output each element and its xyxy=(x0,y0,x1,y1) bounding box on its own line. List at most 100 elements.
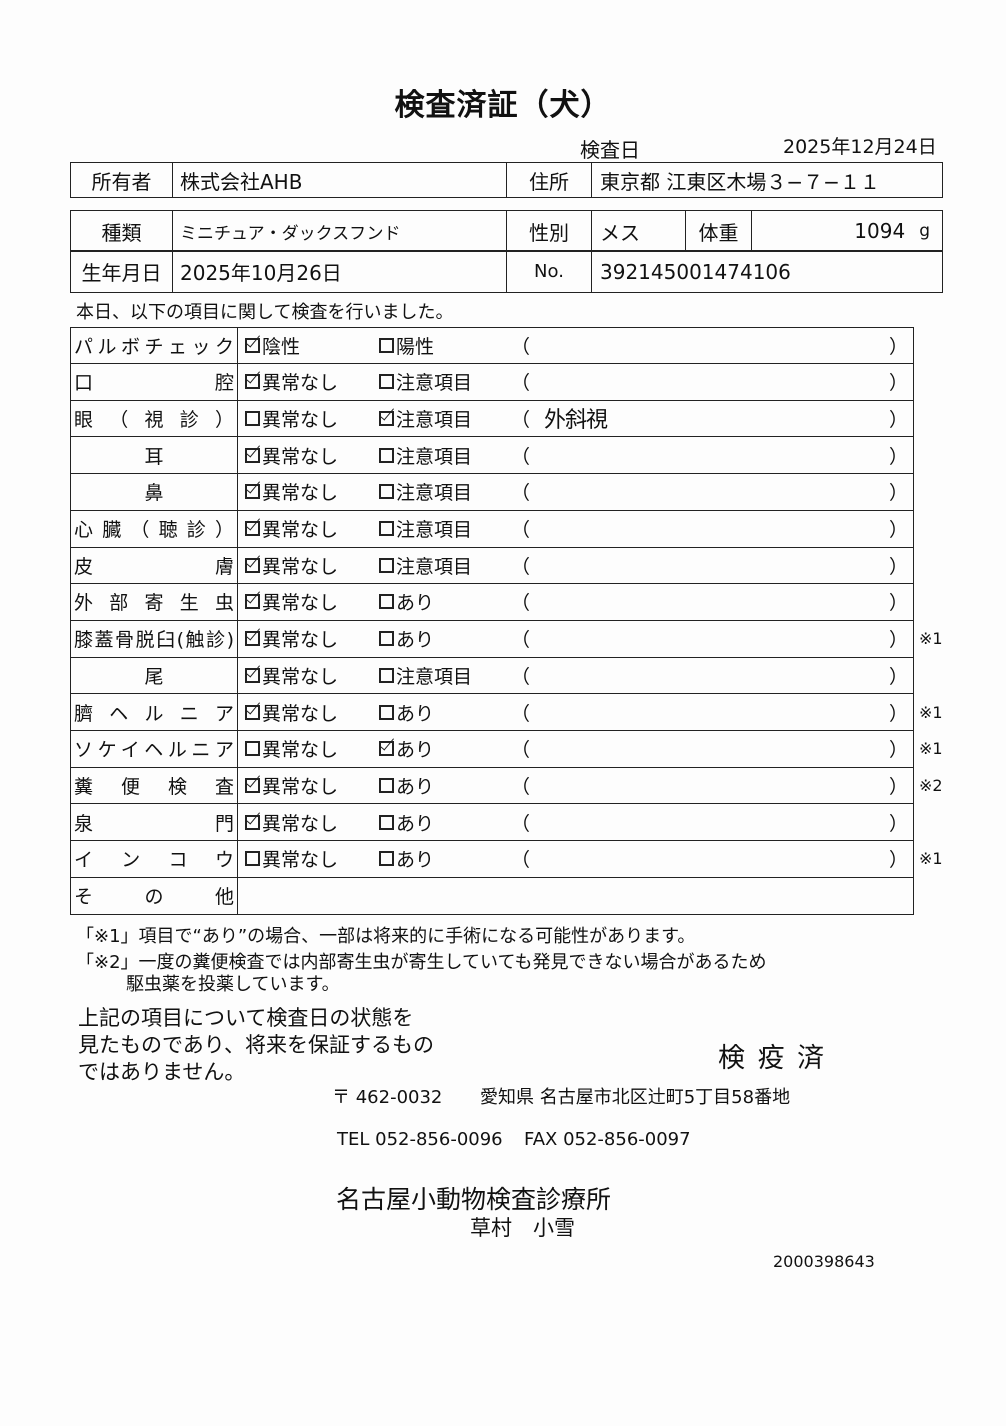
option-normal[interactable]: 異常なし xyxy=(245,437,338,473)
item-label-text: その他 xyxy=(74,886,234,908)
option-abnormal[interactable]: あり xyxy=(379,584,434,620)
option-normal[interactable]: 異常なし xyxy=(245,584,338,620)
checkbox[interactable] xyxy=(379,557,394,573)
inspection-row: インコウ 異常なし あり （ ） ※1 xyxy=(70,840,943,878)
disclaimer-3: ではありません。 xyxy=(78,1060,246,1084)
checkbox[interactable] xyxy=(379,410,394,426)
option-abnormal[interactable]: 注意項目 xyxy=(379,547,472,583)
checkbox[interactable] xyxy=(379,594,394,610)
note-field[interactable]: （ xyxy=(511,804,544,840)
item-label: その他 xyxy=(74,878,234,914)
option-label: 陰性 xyxy=(262,336,301,358)
checkbox[interactable] xyxy=(245,741,260,757)
note-field[interactable]: （ 外斜視 xyxy=(511,400,608,436)
checkbox[interactable] xyxy=(245,667,260,683)
option-abnormal[interactable]: あり xyxy=(379,731,434,767)
checkbox[interactable] xyxy=(379,814,394,830)
option-normal[interactable]: 異常なし xyxy=(245,841,338,877)
option-normal[interactable]: 異常なし xyxy=(245,364,338,400)
checkbox[interactable] xyxy=(245,851,260,867)
note-field[interactable]: （ xyxy=(511,474,544,510)
note-field[interactable]: （ xyxy=(511,767,544,803)
checkbox[interactable] xyxy=(379,777,394,793)
option-abnormal[interactable]: あり xyxy=(379,767,434,803)
option-normal[interactable]: 異常なし xyxy=(245,694,338,730)
option-abnormal[interactable]: あり xyxy=(379,621,434,657)
checkbox[interactable] xyxy=(245,557,260,573)
intro-text: 本日、以下の項目に関して検査を行いました。 xyxy=(76,302,454,323)
note-field[interactable]: （ xyxy=(511,328,544,363)
paren-close: ） xyxy=(889,592,909,615)
checkbox[interactable] xyxy=(245,484,260,500)
note-field[interactable]: （ xyxy=(511,621,544,657)
item-label-text: 口腔 xyxy=(74,372,234,395)
option-normal[interactable]: 異常なし xyxy=(245,621,338,657)
option-abnormal[interactable]: 注意項目 xyxy=(379,657,472,693)
checkbox[interactable] xyxy=(379,484,394,500)
option-abnormal[interactable]: 注意項目 xyxy=(379,437,472,473)
note-field[interactable]: （ xyxy=(511,364,544,400)
item-label: 心臓（聴診） xyxy=(74,511,234,547)
option-abnormal[interactable]: 注意項目 xyxy=(379,474,472,510)
checkbox[interactable] xyxy=(245,521,260,536)
option-abnormal[interactable]: あり xyxy=(379,694,434,730)
owner-value: 株式会社AHB xyxy=(173,163,507,197)
checkbox[interactable] xyxy=(245,814,260,830)
option-normal[interactable]: 異常なし xyxy=(245,731,338,767)
checkbox[interactable] xyxy=(245,594,260,610)
checkbox[interactable] xyxy=(379,667,394,683)
note-field[interactable]: （ xyxy=(511,731,544,767)
checkbox[interactable] xyxy=(245,338,260,353)
paren-close: ） xyxy=(889,372,909,395)
checkbox[interactable] xyxy=(379,741,394,757)
item-label: 皮膚 xyxy=(74,547,234,583)
column-divider xyxy=(237,620,238,657)
item-label-text: 膝蓋骨脱臼(触診) xyxy=(74,629,234,652)
checkbox[interactable] xyxy=(245,374,260,390)
note-field[interactable]: （ xyxy=(511,584,544,620)
checkbox[interactable] xyxy=(245,410,260,426)
option-abnormal[interactable]: 注意項目 xyxy=(379,364,472,400)
option-normal[interactable]: 異常なし xyxy=(245,767,338,803)
checkbox[interactable] xyxy=(379,521,394,536)
checkbox[interactable] xyxy=(245,777,260,793)
note-field[interactable]: （ xyxy=(511,841,544,877)
checkbox[interactable] xyxy=(379,374,394,390)
option-abnormal[interactable]: 陽性 xyxy=(379,328,434,363)
note-field[interactable]: （ xyxy=(511,437,544,473)
note-field[interactable]: （ xyxy=(511,547,544,583)
note-field[interactable]: （ xyxy=(511,511,544,547)
owner-address: 東京都 江東区木場３−７−１１ xyxy=(600,169,880,194)
checkbox[interactable] xyxy=(245,447,260,463)
checkbox[interactable] xyxy=(245,704,260,720)
option-label: 異常なし xyxy=(262,629,339,652)
checkbox[interactable] xyxy=(379,631,394,647)
disclaimer-2: 見たものであり、将来を保証するもの xyxy=(78,1033,434,1057)
option-abnormal[interactable]: 注意項目 xyxy=(379,511,472,547)
option-normal[interactable]: 陰性 xyxy=(245,328,300,363)
option-abnormal[interactable]: あり xyxy=(379,804,434,840)
option-normal[interactable]: 異常なし xyxy=(245,547,338,583)
option-normal[interactable]: 異常なし xyxy=(245,804,338,840)
paren-open: （ xyxy=(511,775,531,798)
option-label: 注意項目 xyxy=(396,482,473,505)
checkbox[interactable] xyxy=(379,447,394,463)
sex-label: 性別 xyxy=(507,211,592,251)
checkbox[interactable] xyxy=(245,631,260,647)
option-abnormal[interactable]: 注意項目 xyxy=(379,400,472,436)
note-field[interactable]: （ xyxy=(511,657,544,693)
option-label: あり xyxy=(396,739,435,762)
note-field[interactable]: （ xyxy=(511,694,544,730)
checkbox[interactable] xyxy=(379,851,394,867)
option-normal[interactable]: 異常なし xyxy=(245,657,338,693)
checkbox[interactable] xyxy=(379,704,394,720)
option-normal[interactable]: 異常なし xyxy=(245,400,338,436)
inspection-row: 糞便検査 異常なし あり （ ） ※2 xyxy=(70,767,943,805)
other-field[interactable] xyxy=(245,878,905,914)
option-abnormal[interactable]: あり xyxy=(379,841,434,877)
paren-open: （ xyxy=(511,336,531,358)
paren-close: ） xyxy=(889,665,909,688)
option-normal[interactable]: 異常なし xyxy=(245,511,338,547)
option-normal[interactable]: 異常なし xyxy=(245,474,338,510)
checkbox[interactable] xyxy=(379,338,394,353)
